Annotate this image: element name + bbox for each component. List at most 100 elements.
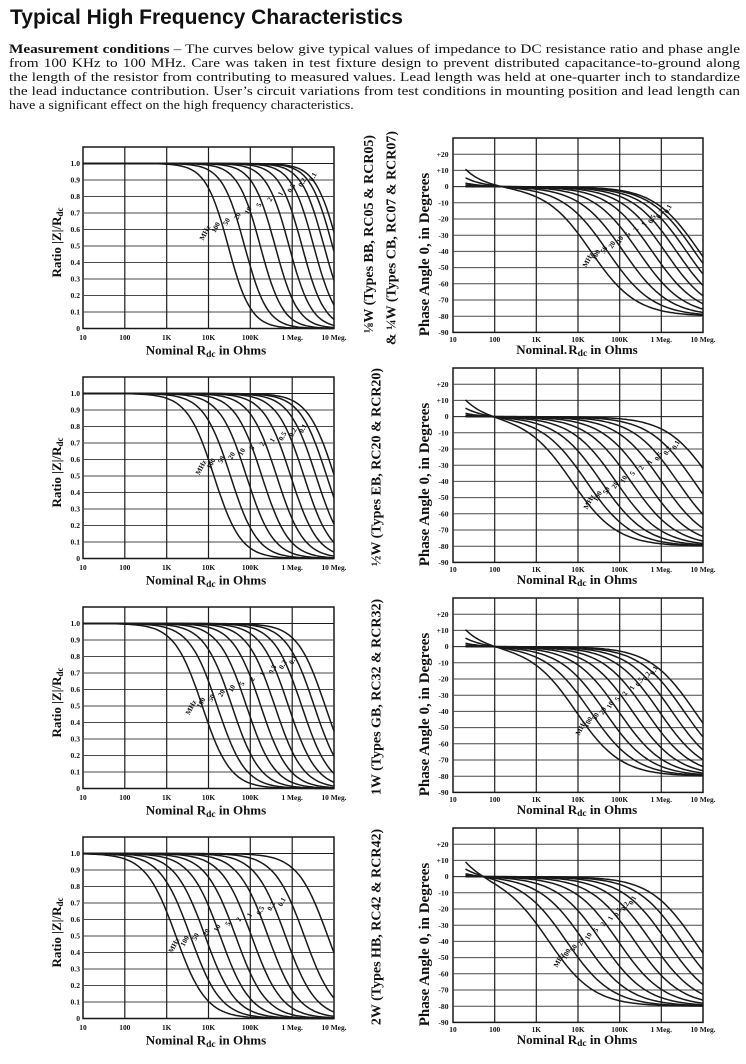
svg-text:0.5: 0.5 xyxy=(71,702,81,711)
svg-text:1K: 1K xyxy=(162,563,172,572)
svg-text:10K: 10K xyxy=(571,795,584,804)
svg-text:+20: +20 xyxy=(437,840,449,849)
svg-text:50: 50 xyxy=(569,943,580,953)
svg-text:1.0: 1.0 xyxy=(71,619,81,628)
svg-text:2: 2 xyxy=(258,440,267,447)
svg-text:-50: -50 xyxy=(438,263,448,272)
svg-text:100K: 100K xyxy=(611,1025,628,1034)
svg-text:-70: -70 xyxy=(438,526,448,535)
svg-text:½W (Types EB, RC20 & RCR20): ½W (Types EB, RC20 & RCR20) xyxy=(370,368,385,567)
svg-text:50: 50 xyxy=(599,244,610,254)
svg-text:0.5: 0.5 xyxy=(286,182,297,194)
svg-text:5: 5 xyxy=(255,201,264,208)
svg-text:0.7: 0.7 xyxy=(71,669,81,678)
svg-text:20: 20 xyxy=(227,450,238,460)
svg-text:0.7: 0.7 xyxy=(71,439,81,448)
svg-text:Nominal Rdc in Ohms: Nominal Rdc in Ohms xyxy=(517,802,637,819)
svg-text:0.5: 0.5 xyxy=(71,242,81,251)
svg-text:0.5: 0.5 xyxy=(653,450,664,462)
svg-text:10: 10 xyxy=(619,474,630,484)
svg-text:0.9: 0.9 xyxy=(71,176,81,185)
svg-text:10: 10 xyxy=(583,931,594,941)
svg-text:Ratio |Z|/Rdc: Ratio |Z|/Rdc xyxy=(49,898,65,968)
svg-text:20: 20 xyxy=(607,239,618,249)
svg-text:0.3: 0.3 xyxy=(71,275,81,284)
svg-text:0.9: 0.9 xyxy=(71,406,81,415)
svg-text:+10: +10 xyxy=(437,396,449,405)
svg-text:100: 100 xyxy=(119,793,130,802)
svg-text:10 Meg.: 10 Meg. xyxy=(690,565,715,574)
svg-text:1 Meg.: 1 Meg. xyxy=(282,333,303,342)
svg-text:0.3: 0.3 xyxy=(71,735,81,744)
svg-text:100: 100 xyxy=(119,563,130,572)
svg-text:2: 2 xyxy=(235,916,244,923)
svg-text:-10: -10 xyxy=(438,658,448,667)
svg-text:Phase Angle 0, in Degrees: Phase Angle 0, in Degrees xyxy=(417,633,433,797)
svg-text:Nominal Rdc in Ohms: Nominal Rdc in Ohms xyxy=(146,803,266,820)
svg-text:1: 1 xyxy=(245,911,254,918)
svg-text:1.0: 1.0 xyxy=(71,159,81,168)
svg-text:10K: 10K xyxy=(202,563,215,572)
svg-text:0.2: 0.2 xyxy=(71,981,81,990)
svg-text:-30: -30 xyxy=(438,231,448,240)
svg-text:Phase Angle 0, in Degrees: Phase Angle 0, in Degrees xyxy=(417,173,433,337)
svg-text:0.3: 0.3 xyxy=(71,965,81,974)
svg-text:0.4: 0.4 xyxy=(71,718,81,727)
svg-text:0.1: 0.1 xyxy=(298,422,309,434)
svg-text:-90: -90 xyxy=(438,1018,448,1027)
svg-text:0.9: 0.9 xyxy=(71,636,81,645)
svg-text:2: 2 xyxy=(621,690,630,697)
svg-text:-50: -50 xyxy=(438,723,448,732)
svg-text:Phase Angle 0, in Degrees: Phase Angle 0, in Degrees xyxy=(417,403,433,567)
svg-text:100K: 100K xyxy=(242,563,259,572)
svg-text:0.1: 0.1 xyxy=(663,203,674,215)
svg-text:Phase Angle 0, in Degrees: Phase Angle 0, in Degrees xyxy=(417,863,433,1027)
svg-text:1 Meg.: 1 Meg. xyxy=(651,1025,672,1034)
svg-text:0.1: 0.1 xyxy=(71,538,81,547)
svg-text:100K: 100K xyxy=(611,335,628,344)
svg-text:1 Meg.: 1 Meg. xyxy=(282,793,303,802)
svg-text:10 Meg.: 10 Meg. xyxy=(690,795,715,804)
svg-text:Nominal. Rdc in Ohms: Nominal. Rdc in Ohms xyxy=(516,342,637,359)
svg-text:100K: 100K xyxy=(611,565,628,574)
svg-text:-10: -10 xyxy=(438,198,448,207)
svg-text:50: 50 xyxy=(191,931,202,941)
svg-text:2: 2 xyxy=(637,464,646,471)
svg-text:Nominal Rdc in Ohms: Nominal Rdc in Ohms xyxy=(146,573,266,590)
svg-text:0.8: 0.8 xyxy=(71,422,81,431)
svg-text:10K: 10K xyxy=(202,333,215,342)
svg-text:& ¼W (Types CB, RC07 & RCR07): & ¼W (Types CB, RC07 & RCR07) xyxy=(385,131,400,345)
svg-text:0.5: 0.5 xyxy=(71,472,81,481)
svg-text:-30: -30 xyxy=(438,921,448,930)
svg-text:50: 50 xyxy=(222,216,233,226)
svg-text:-80: -80 xyxy=(438,312,448,321)
svg-text:1 Meg.: 1 Meg. xyxy=(651,795,672,804)
svg-text:1 Meg.: 1 Meg. xyxy=(651,565,672,574)
svg-text:+10: +10 xyxy=(437,856,449,865)
svg-text:0.2: 0.2 xyxy=(662,445,673,457)
svg-text:0.6: 0.6 xyxy=(71,455,81,464)
svg-text:1: 1 xyxy=(268,436,277,443)
svg-text:0.5: 0.5 xyxy=(255,905,266,917)
svg-text:1.0: 1.0 xyxy=(71,389,81,398)
svg-text:0.7: 0.7 xyxy=(71,209,81,218)
svg-text:10 Meg.: 10 Meg. xyxy=(321,333,346,342)
svg-text:0.6: 0.6 xyxy=(71,915,81,924)
svg-text:10: 10 xyxy=(449,1025,457,1034)
svg-text:10K: 10K xyxy=(202,793,215,802)
svg-text:10: 10 xyxy=(615,234,626,244)
svg-text:0.2: 0.2 xyxy=(71,751,81,760)
svg-text:1 Meg.: 1 Meg. xyxy=(651,335,672,344)
svg-text:10K: 10K xyxy=(571,335,584,344)
svg-text:0.7: 0.7 xyxy=(71,899,81,908)
svg-text:-60: -60 xyxy=(438,739,448,748)
svg-text:100: 100 xyxy=(489,335,500,344)
svg-text:-40: -40 xyxy=(438,247,448,256)
svg-text:10: 10 xyxy=(605,700,616,710)
svg-text:100: 100 xyxy=(119,1023,130,1032)
svg-text:100: 100 xyxy=(205,457,217,471)
svg-text:MHz: MHz xyxy=(198,224,213,242)
svg-text:-40: -40 xyxy=(438,477,448,486)
svg-text:Nominal Rdc in Ohms: Nominal Rdc in Ohms xyxy=(146,343,266,360)
svg-text:2: 2 xyxy=(599,920,608,927)
